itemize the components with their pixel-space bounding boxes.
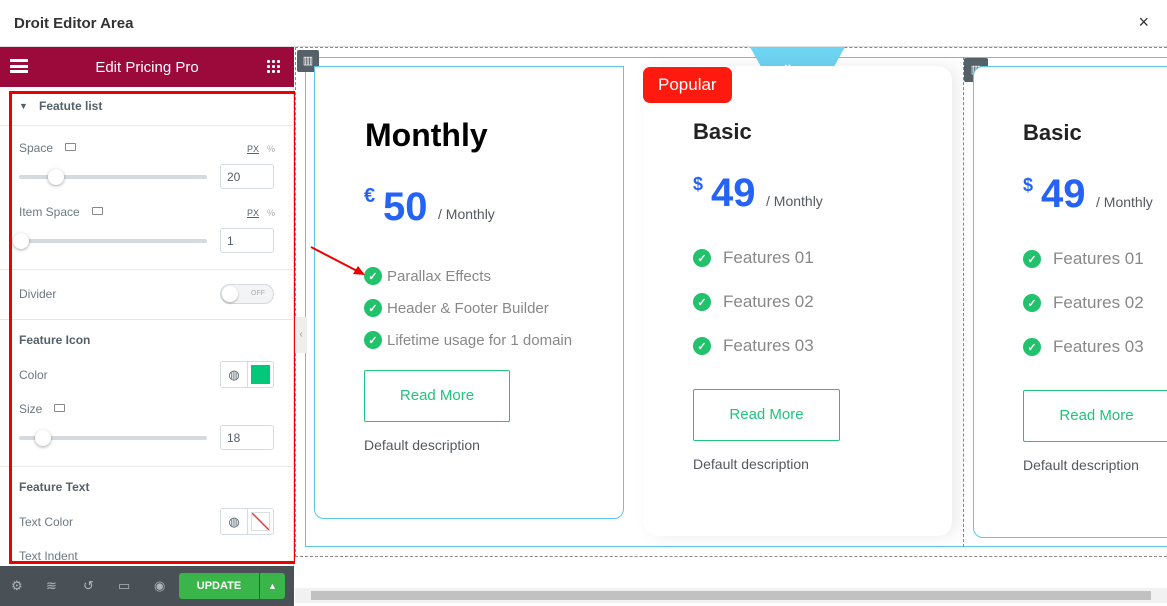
section-outline xyxy=(305,57,1167,547)
feature-item: ✓ Features 01 xyxy=(693,236,814,280)
read-more-button[interactable]: Read More xyxy=(1023,390,1167,442)
read-more-button[interactable]: Read More xyxy=(364,370,510,422)
currency-symbol: $ xyxy=(693,174,704,194)
highlight-annotation-box xyxy=(9,91,297,564)
section-toggle-feature-list[interactable]: Featute list xyxy=(39,99,103,113)
panel-title: Edit Pricing Pro xyxy=(95,59,199,76)
layers-icon[interactable]: ≋ xyxy=(46,578,57,593)
color-label: Color xyxy=(19,368,48,382)
check-circle-icon: ✓ xyxy=(693,249,711,267)
panel-header: Edit Pricing Pro xyxy=(0,47,294,87)
check-circle-icon: ✓ xyxy=(364,267,382,285)
desktop-icon[interactable] xyxy=(92,207,103,215)
plan-description: Default description xyxy=(1023,457,1139,473)
panel-footer: ⚙ ≋ ↺ ▭ ◉ UPDATE ▲ xyxy=(0,566,294,606)
collapse-panel-icon[interactable]: ‹ xyxy=(295,317,307,353)
text-color-label: Text Color xyxy=(19,515,74,529)
icon-size-input[interactable]: 18 xyxy=(220,425,274,450)
item-space-slider[interactable] xyxy=(13,233,207,249)
icon-color-picker[interactable]: ◍ xyxy=(220,361,274,388)
feature-item: ✓ Header & Footer Builder xyxy=(364,292,572,324)
feature-item: ✓ Parallax Effects xyxy=(364,260,572,292)
plan-price: 49 xyxy=(1041,172,1086,216)
feature-text-heading: Feature Text xyxy=(19,480,90,494)
slider-handle[interactable] xyxy=(13,233,29,249)
feature-item: ✓ Features 02 xyxy=(1023,281,1144,325)
unit-switcher[interactable]: PX% xyxy=(247,144,276,154)
feature-icon-heading: Feature Icon xyxy=(19,333,91,347)
currency-symbol: € xyxy=(364,185,376,207)
size-label: Size xyxy=(19,402,43,416)
check-circle-icon: ✓ xyxy=(364,299,382,317)
check-circle-icon: ✓ xyxy=(693,337,711,355)
currency-symbol: $ xyxy=(1023,175,1034,195)
feature-item: ✓ Features 03 xyxy=(693,324,814,368)
feature-item: ✓ Features 02 xyxy=(693,280,814,324)
hamburger-menu-icon[interactable] xyxy=(10,59,28,73)
update-options-caret-icon[interactable]: ▲ xyxy=(260,573,285,599)
slider-handle[interactable] xyxy=(48,169,64,185)
plan-description: Default description xyxy=(693,456,809,472)
widgets-grid-icon[interactable] xyxy=(266,59,280,73)
plan-period: / Monthly xyxy=(766,193,823,209)
divider-toggle[interactable]: OFF xyxy=(220,284,274,304)
pricing-card-basic: Basic $ 49 / Monthly ✓ Features 01 ✓ Featu… xyxy=(973,66,1167,538)
read-more-button[interactable]: Read More xyxy=(693,389,840,441)
check-circle-icon: ✓ xyxy=(693,293,711,311)
feature-item: ✓ Lifetime usage for 1 domain xyxy=(364,324,572,356)
icon-size-slider[interactable] xyxy=(19,430,207,446)
plan-price: 50 xyxy=(383,185,428,229)
desktop-icon[interactable] xyxy=(65,143,76,151)
text-color-picker[interactable]: ◍ xyxy=(220,508,274,535)
caret-down-icon[interactable]: ▼ xyxy=(19,101,28,111)
pricing-card-monthly: Monthly € 50 / Monthly ✓ Parallax Effects… xyxy=(314,66,624,519)
slider-handle[interactable] xyxy=(35,430,51,446)
plan-description: Default description xyxy=(364,437,480,453)
globe-icon[interactable]: ◍ xyxy=(221,509,248,534)
preview-canvas: ▥ ⠿ ✕ ▥ ‹ Monthly € 50 / Monthly ✓Parall… xyxy=(295,47,1167,606)
plan-period: / Monthly xyxy=(438,206,495,222)
plan-price: 49 xyxy=(711,171,756,215)
check-circle-icon: ✓ xyxy=(1023,250,1041,268)
settings-icon[interactable]: ⚙ xyxy=(11,578,23,593)
window-title: Droit Editor Area xyxy=(14,15,134,32)
check-circle-icon: ✓ xyxy=(364,331,382,349)
scrollbar-thumb[interactable] xyxy=(311,591,1151,600)
plan-title: Monthly xyxy=(365,117,488,153)
update-button[interactable]: UPDATE xyxy=(179,573,259,599)
space-input[interactable]: 20 xyxy=(220,164,274,189)
space-label: Space xyxy=(19,141,54,155)
feature-item: ✓ Features 03 xyxy=(1023,325,1144,369)
pricing-card-basic-popular: Popular Basic $ 49 / Monthly ✓ Features 0… xyxy=(643,66,952,536)
feature-item: ✓ Features 01 xyxy=(1023,237,1144,281)
check-circle-icon: ✓ xyxy=(1023,338,1041,356)
edit-panel: Edit Pricing Pro ▼ Featute list Space PX… xyxy=(0,47,297,606)
plan-title: Basic xyxy=(693,119,752,144)
space-slider[interactable] xyxy=(19,169,207,185)
plan-period: / Monthly xyxy=(1096,194,1153,210)
plan-title: Basic xyxy=(1023,120,1082,145)
desktop-icon[interactable] xyxy=(54,404,65,412)
divider-label: Divider xyxy=(19,287,57,301)
globe-icon[interactable]: ◍ xyxy=(221,362,248,387)
empty-color-swatch[interactable] xyxy=(251,512,270,531)
responsive-icon[interactable]: ▭ xyxy=(118,578,131,593)
unit-switcher[interactable]: PX% xyxy=(247,208,276,218)
text-indent-label: Text Indent xyxy=(19,549,78,563)
check-circle-icon: ✓ xyxy=(1023,294,1041,312)
column-handle-icon[interactable]: ▥ xyxy=(297,50,319,72)
preview-eye-icon[interactable]: ◉ xyxy=(154,578,166,593)
item-space-input[interactable]: 1 xyxy=(220,228,274,253)
horizontal-scrollbar[interactable] xyxy=(295,588,1167,603)
close-icon[interactable]: × xyxy=(1138,12,1149,32)
popular-badge: Popular xyxy=(643,67,732,103)
color-swatch[interactable] xyxy=(251,365,270,384)
item-space-label: Item Space xyxy=(19,205,80,219)
editor-topbar: Droit Editor Area × xyxy=(0,0,1167,47)
annotation-arrow-icon xyxy=(310,246,365,275)
history-icon[interactable]: ↺ xyxy=(83,578,94,593)
